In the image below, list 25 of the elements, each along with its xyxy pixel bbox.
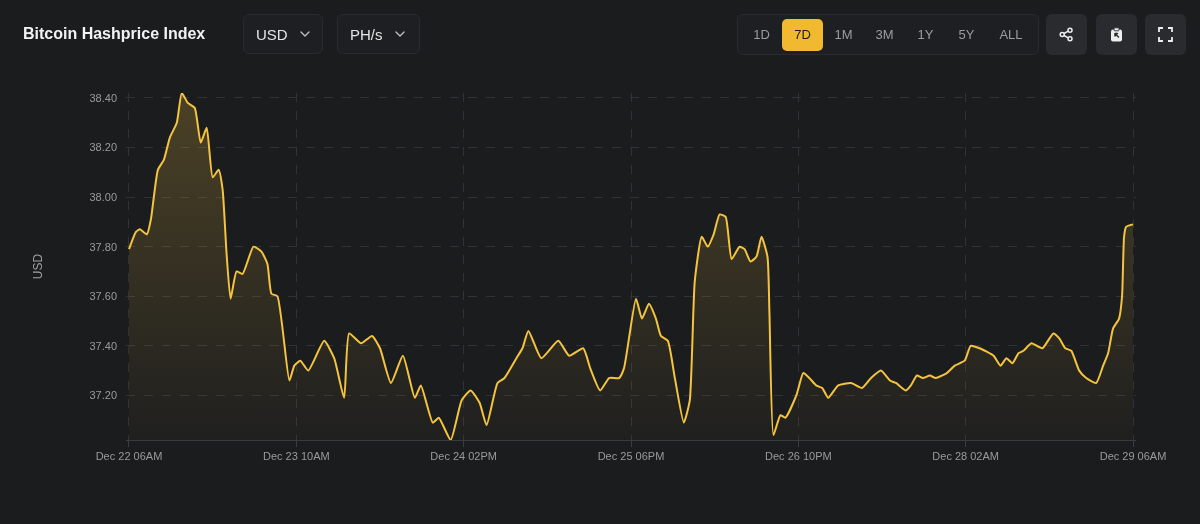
x-tick-label: Dec 22 06AM [95,450,163,463]
text: USD [30,253,45,280]
x-tick-label: Dec 28 02AM [932,450,999,463]
x-tick-label: Dec 29 06AM [1099,450,1167,463]
label: 1M [834,27,853,42]
x-tick-label: Dec 26 10PM [765,450,832,463]
x-tick-label: Dec 24 02PM [430,450,497,463]
label: 1Y [917,27,934,42]
y-tick-label: 37.80 [89,240,117,253]
x-tick-label: Dec 23 10AM [263,450,330,463]
y-tick-label: 37.20 [89,389,117,402]
y-tick-label: 38.00 [89,190,117,203]
y-tick-label: 37.60 [89,290,117,303]
label: 5Y [958,27,975,42]
label: 1D [753,27,770,42]
label: USD [256,25,288,43]
chart-title: Bitcoin Hashprice Index [23,25,206,43]
label: ALL [999,27,1023,42]
y-tick-label: 38.20 [89,141,117,154]
label: 7D [794,27,811,42]
y-tick-label: 37.40 [89,339,117,352]
y-tick-label: 38.40 [89,91,117,104]
label: PH/s [350,25,383,43]
x-tick-label: Dec 25 06PM [597,450,665,463]
label: 3M [875,27,894,42]
